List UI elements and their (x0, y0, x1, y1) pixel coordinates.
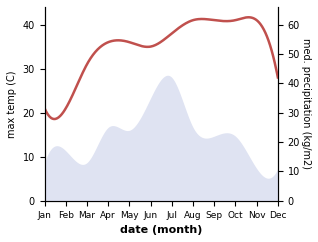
X-axis label: date (month): date (month) (120, 225, 203, 235)
Y-axis label: med. precipitation (kg/m2): med. precipitation (kg/m2) (301, 38, 311, 169)
Y-axis label: max temp (C): max temp (C) (7, 70, 17, 138)
